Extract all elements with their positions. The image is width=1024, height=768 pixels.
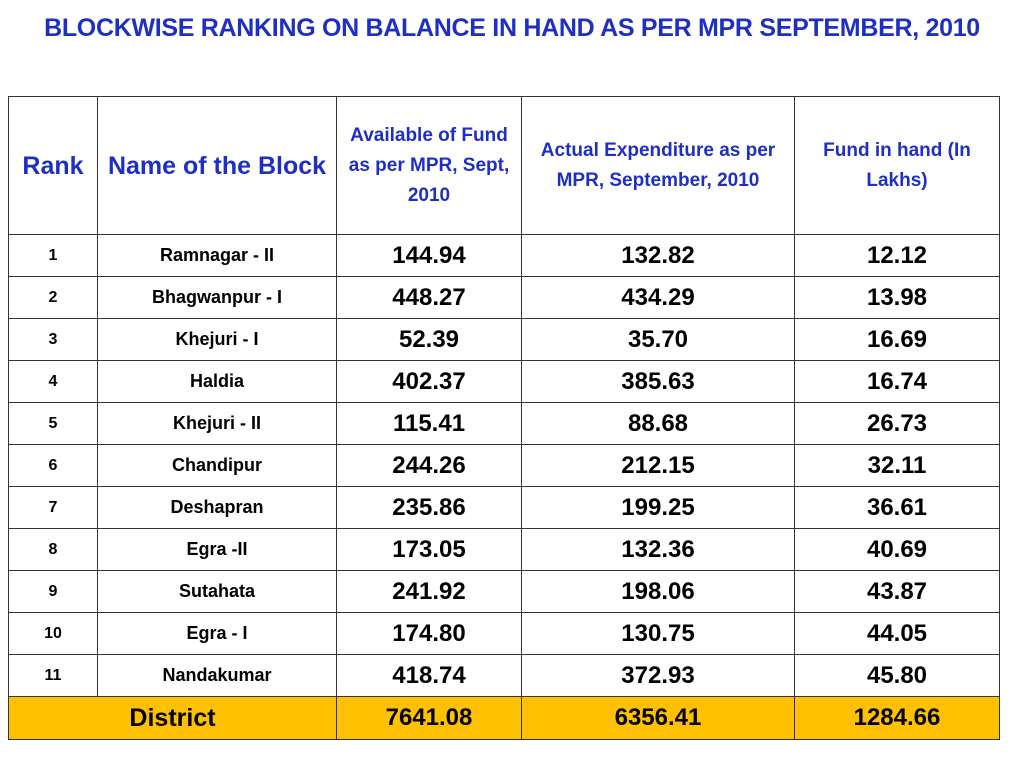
- cell-fund-in-hand: 26.73: [794, 402, 1000, 445]
- table-row: 2 Bhagwanpur - I 448.27 434.29 13.98: [8, 276, 1000, 319]
- cell-actual-expenditure: 35.70: [521, 318, 795, 361]
- header-block-name: Name of the Block: [97, 96, 337, 235]
- table-row: 1 Ramnagar - II 144.94 132.82 12.12: [8, 234, 1000, 277]
- cell-available-fund: 241.92: [336, 570, 522, 613]
- cell-rank: 2: [8, 276, 98, 319]
- cell-rank: 1: [8, 234, 98, 277]
- cell-block-name: Sutahata: [97, 570, 337, 613]
- cell-available-fund: 144.94: [336, 234, 522, 277]
- cell-block-name: Bhagwanpur - I: [97, 276, 337, 319]
- cell-actual-expenditure: 212.15: [521, 444, 795, 487]
- table-row: 5 Khejuri - II 115.41 88.68 26.73: [8, 402, 1000, 445]
- table-body: 1 Ramnagar - II 144.94 132.82 12.12 2 Bhagwanp…: [8, 234, 1000, 697]
- cell-available-fund: 173.05: [336, 528, 522, 571]
- header-rank: Rank: [8, 96, 98, 235]
- cell-available-fund: 174.80: [336, 612, 522, 655]
- cell-fund-in-hand: 13.98: [794, 276, 1000, 319]
- cell-available-fund: 448.27: [336, 276, 522, 319]
- district-total-fund-in-hand: 1284.66: [794, 696, 1000, 740]
- district-total-expenditure: 6356.41: [521, 696, 795, 740]
- table-row: 3 Khejuri - I 52.39 35.70 16.69: [8, 318, 1000, 361]
- cell-block-name: Egra -II: [97, 528, 337, 571]
- cell-block-name: Khejuri - I: [97, 318, 337, 361]
- cell-rank: 3: [8, 318, 98, 361]
- cell-block-name: Khejuri - II: [97, 402, 337, 445]
- cell-block-name: Haldia: [97, 360, 337, 403]
- district-total-available: 7641.08: [336, 696, 522, 740]
- cell-actual-expenditure: 132.82: [521, 234, 795, 277]
- table-header-row: Rank Name of the Block Available of Fund…: [8, 96, 1000, 235]
- header-available-fund: Available of Fund as per MPR, Sept, 2010: [336, 96, 522, 235]
- cell-actual-expenditure: 198.06: [521, 570, 795, 613]
- cell-fund-in-hand: 40.69: [794, 528, 1000, 571]
- cell-rank: 6: [8, 444, 98, 487]
- table-row: 10 Egra - I 174.80 130.75 44.05: [8, 612, 1000, 655]
- cell-actual-expenditure: 199.25: [521, 486, 795, 529]
- cell-available-fund: 402.37: [336, 360, 522, 403]
- cell-fund-in-hand: 16.69: [794, 318, 1000, 361]
- cell-rank: 4: [8, 360, 98, 403]
- cell-actual-expenditure: 130.75: [521, 612, 795, 655]
- header-actual-expenditure: Actual Expenditure as per MPR, September…: [521, 96, 795, 235]
- cell-available-fund: 235.86: [336, 486, 522, 529]
- cell-rank: 10: [8, 612, 98, 655]
- table-row: 8 Egra -II 173.05 132.36 40.69: [8, 528, 1000, 571]
- table-row: 6 Chandipur 244.26 212.15 32.11: [8, 444, 1000, 487]
- cell-actual-expenditure: 385.63: [521, 360, 795, 403]
- table-row: 7 Deshapran 235.86 199.25 36.61: [8, 486, 1000, 529]
- cell-rank: 11: [8, 654, 98, 697]
- district-total-row: District 7641.08 6356.41 1284.66: [8, 696, 1000, 740]
- cell-block-name: Chandipur: [97, 444, 337, 487]
- cell-block-name: Deshapran: [97, 486, 337, 529]
- cell-block-name: Nandakumar: [97, 654, 337, 697]
- ranking-table: Rank Name of the Block Available of Fund…: [8, 96, 1000, 740]
- cell-block-name: Egra - I: [97, 612, 337, 655]
- table-row: 4 Haldia 402.37 385.63 16.74: [8, 360, 1000, 403]
- cell-fund-in-hand: 43.87: [794, 570, 1000, 613]
- district-total-label: District: [8, 696, 337, 740]
- table-row: 9 Sutahata 241.92 198.06 43.87: [8, 570, 1000, 613]
- cell-fund-in-hand: 45.80: [794, 654, 1000, 697]
- cell-available-fund: 115.41: [336, 402, 522, 445]
- cell-available-fund: 418.74: [336, 654, 522, 697]
- cell-rank: 5: [8, 402, 98, 445]
- cell-fund-in-hand: 16.74: [794, 360, 1000, 403]
- cell-available-fund: 244.26: [336, 444, 522, 487]
- cell-fund-in-hand: 36.61: [794, 486, 1000, 529]
- cell-actual-expenditure: 434.29: [521, 276, 795, 319]
- table-row: 11 Nandakumar 418.74 372.93 45.80: [8, 654, 1000, 697]
- cell-actual-expenditure: 88.68: [521, 402, 795, 445]
- cell-rank: 9: [8, 570, 98, 613]
- cell-fund-in-hand: 32.11: [794, 444, 1000, 487]
- cell-rank: 8: [8, 528, 98, 571]
- header-fund-in-hand: Fund in hand (In Lakhs): [794, 96, 1000, 235]
- cell-rank: 7: [8, 486, 98, 529]
- cell-fund-in-hand: 12.12: [794, 234, 1000, 277]
- cell-actual-expenditure: 372.93: [521, 654, 795, 697]
- page-title: BLOCKWISE RANKING ON BALANCE IN HAND AS …: [44, 14, 980, 42]
- cell-block-name: Ramnagar - II: [97, 234, 337, 277]
- cell-available-fund: 52.39: [336, 318, 522, 361]
- cell-actual-expenditure: 132.36: [521, 528, 795, 571]
- cell-fund-in-hand: 44.05: [794, 612, 1000, 655]
